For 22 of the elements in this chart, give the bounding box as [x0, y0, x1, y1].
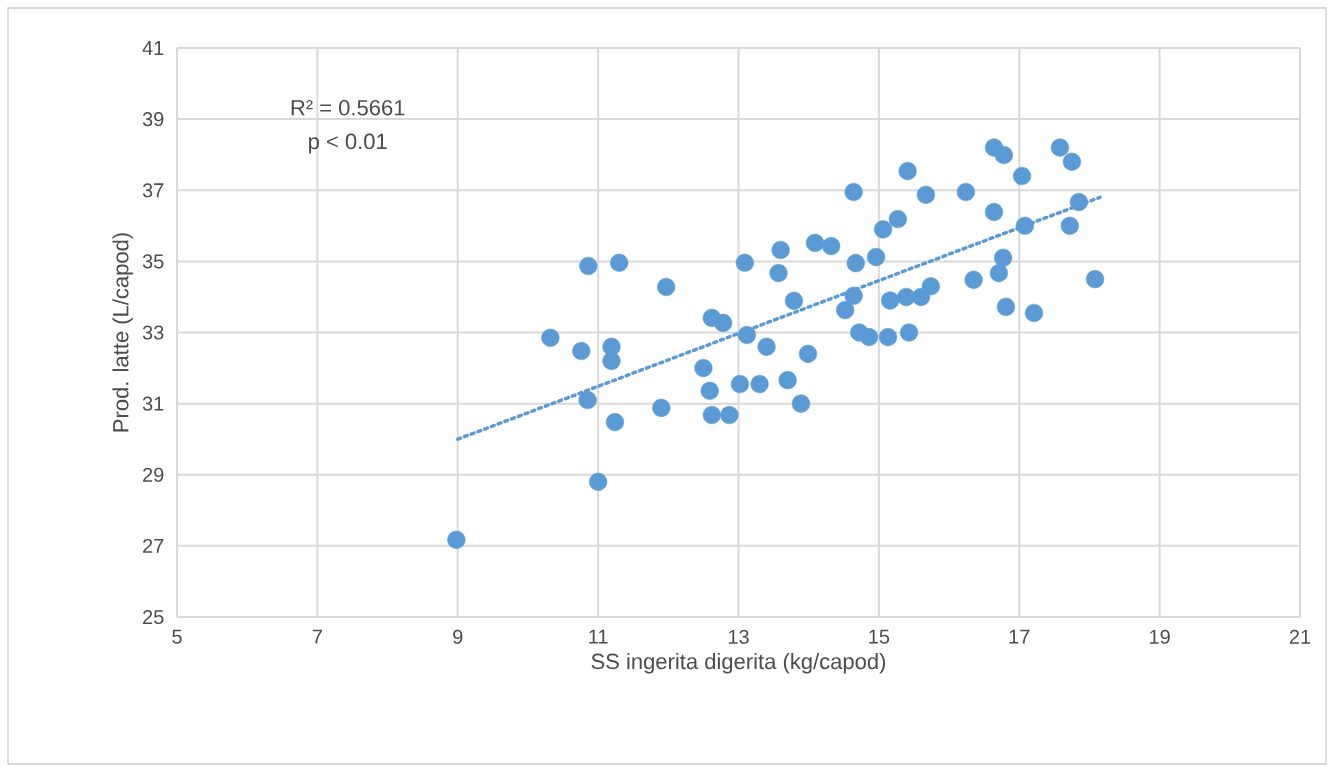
x-axis-title: SS ingerita digerita (kg/capod): [591, 653, 886, 674]
x-tick-label: 15: [869, 629, 890, 644]
y-tick-label: 33: [142, 325, 164, 340]
y-tick-label: 31: [142, 396, 164, 411]
x-tick-label: 21: [1289, 629, 1311, 644]
y-tick-label: 35: [142, 254, 164, 269]
annotation: p < 0.01: [309, 133, 387, 154]
x-tick-label: 11: [589, 629, 608, 644]
x-tick-label: 17: [1009, 629, 1030, 644]
y-tick-label: 29: [143, 467, 164, 482]
y-axis-title: Prod. latte (L/capod): [112, 233, 133, 432]
y-tick-label: 25: [143, 609, 164, 625]
annotation: R² = 0.5661: [291, 99, 405, 116]
x-tick-label: 13: [728, 629, 749, 644]
x-tick-label: 9: [453, 629, 463, 644]
y-tick-label: 39: [142, 112, 164, 127]
y-tick-label: 37: [142, 183, 164, 198]
x-tick-label: 7: [312, 629, 322, 644]
y-tick-label: 27: [143, 538, 164, 553]
y-tick-label: 41: [142, 41, 164, 55]
x-tick-label: 5: [172, 629, 182, 644]
x-tick-label: 19: [1150, 629, 1170, 644]
